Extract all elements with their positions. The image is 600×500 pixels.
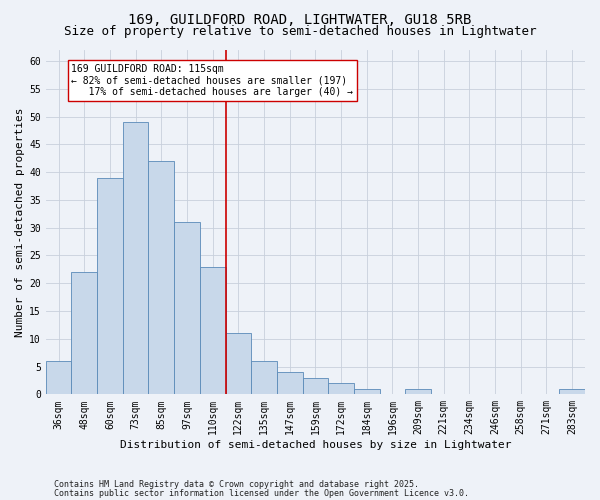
Text: Contains public sector information licensed under the Open Government Licence v3: Contains public sector information licen… (54, 488, 469, 498)
Bar (174, 222, 200, 394)
Bar (71, 272, 97, 394)
Bar (277, 372, 302, 394)
X-axis label: Distribution of semi-detached houses by size in Lightwater: Distribution of semi-detached houses by … (119, 440, 511, 450)
Text: Size of property relative to semi-detached houses in Lightwater: Size of property relative to semi-detach… (64, 25, 536, 38)
Bar (405, 389, 431, 394)
Bar (97, 178, 123, 394)
Bar (559, 389, 585, 394)
Bar (251, 361, 277, 394)
Bar (328, 383, 354, 394)
Text: 169 GUILDFORD ROAD: 115sqm
← 82% of semi-detached houses are smaller (197)
   17: 169 GUILDFORD ROAD: 115sqm ← 82% of semi… (71, 64, 353, 97)
Text: 169, GUILDFORD ROAD, LIGHTWATER, GU18 5RB: 169, GUILDFORD ROAD, LIGHTWATER, GU18 5R… (128, 12, 472, 26)
Bar (123, 122, 148, 394)
Bar (46, 361, 71, 394)
Y-axis label: Number of semi-detached properties: Number of semi-detached properties (15, 108, 25, 337)
Bar (148, 161, 174, 394)
Bar (200, 266, 226, 394)
Bar (354, 389, 380, 394)
Bar (302, 378, 328, 394)
Bar (226, 333, 251, 394)
Text: Contains HM Land Registry data © Crown copyright and database right 2025.: Contains HM Land Registry data © Crown c… (54, 480, 419, 489)
